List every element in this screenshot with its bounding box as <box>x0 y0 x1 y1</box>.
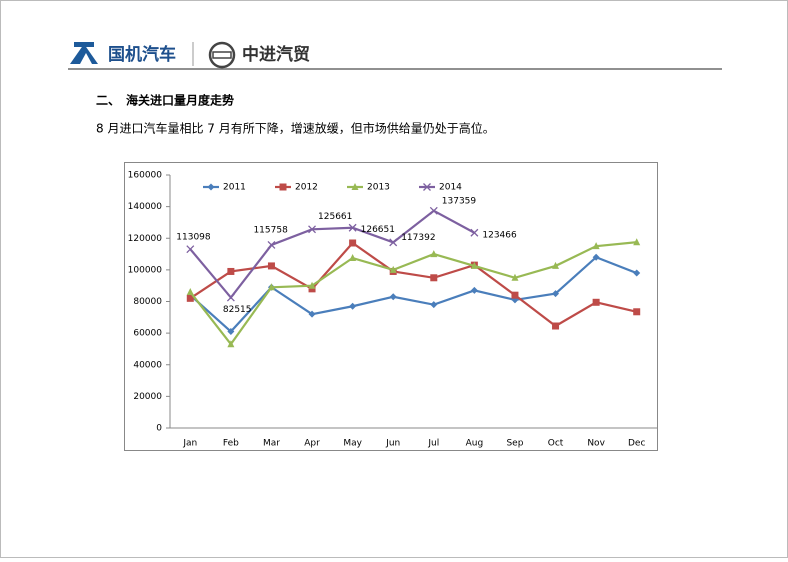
x-tick-label: Apr <box>304 439 320 449</box>
legend-label: 2011 <box>223 183 246 193</box>
marker <box>592 253 600 261</box>
marker <box>348 223 357 232</box>
y-tick-label: 20000 <box>133 392 162 402</box>
marker <box>227 328 235 336</box>
data-label: 113098 <box>176 233 211 243</box>
marker <box>349 254 357 262</box>
series-line <box>189 255 638 334</box>
marker <box>349 239 357 247</box>
marker <box>633 269 641 277</box>
y-tick-label: 60000 <box>133 329 162 339</box>
marker <box>186 294 194 302</box>
marker <box>511 291 519 299</box>
marker <box>552 290 560 298</box>
marker <box>429 206 438 215</box>
legend-label: 2012 <box>295 183 318 193</box>
marker <box>186 288 194 296</box>
x-tick-label: Nov <box>587 439 605 449</box>
marker <box>227 267 235 275</box>
marker <box>470 261 478 269</box>
logo-2 <box>208 41 236 69</box>
marker <box>186 245 195 254</box>
series-line <box>189 241 637 328</box>
marker <box>226 293 235 302</box>
marker <box>470 228 479 237</box>
x-tick-label: Dec <box>628 439 645 449</box>
marker <box>308 310 316 318</box>
data-label: 82515 <box>223 305 252 315</box>
marker <box>267 240 276 249</box>
marker <box>308 281 316 289</box>
section-title: 二、 海关进口量月度走势 <box>96 93 234 108</box>
marker <box>430 250 438 258</box>
y-tick-label: 140000 <box>128 202 163 212</box>
x-tick-label: Jul <box>427 439 439 449</box>
x-tick-label: Jun <box>385 439 400 449</box>
marker <box>633 238 641 246</box>
marker <box>592 242 600 250</box>
marker <box>267 283 275 291</box>
x-tick-label: Aug <box>466 439 484 449</box>
logo-1 <box>70 42 98 64</box>
marker <box>308 225 317 234</box>
x-tick-label: May <box>343 439 362 449</box>
marker <box>389 238 398 247</box>
marker <box>511 273 519 281</box>
marker <box>430 301 438 309</box>
chart-frame <box>124 162 658 451</box>
data-label: 115758 <box>253 225 288 235</box>
series-line <box>189 209 475 300</box>
marker <box>227 340 235 348</box>
marker <box>552 261 560 269</box>
x-tick-label: Oct <box>548 439 564 449</box>
marker <box>423 183 431 191</box>
x-tick-label: Jan <box>182 439 197 449</box>
brand-2: 中进汽贸 <box>242 44 310 65</box>
y-tick-label: 0 <box>156 424 162 434</box>
marker <box>592 298 600 306</box>
marker <box>267 262 275 270</box>
legend-label: 2014 <box>439 183 462 193</box>
marker <box>389 265 397 273</box>
paragraph: 8 月进口汽车量相比 7 月有所下降，增速放缓，但市场供给量仍处于高位。 <box>96 121 495 136</box>
marker <box>633 308 641 316</box>
x-tick-label: Mar <box>263 439 280 449</box>
data-label: 125661 <box>318 212 352 222</box>
x-tick-label: Feb <box>223 439 239 449</box>
marker <box>308 285 316 293</box>
marker <box>351 183 359 190</box>
marker <box>470 286 478 294</box>
marker <box>430 274 438 282</box>
y-tick-label: 120000 <box>128 234 163 244</box>
data-label: 117392 <box>401 233 435 243</box>
legend-label: 2013 <box>367 183 390 193</box>
y-tick-label: 40000 <box>133 360 162 370</box>
chart: 0 20000 40000 60000 80000 100000 120000 140000 1… <box>128 171 657 449</box>
brand-1: 国机汽车 <box>108 44 176 65</box>
marker <box>389 293 397 301</box>
y-tick-label: 160000 <box>128 171 163 181</box>
x-tick-label: Sep <box>506 439 523 449</box>
series-line <box>189 241 637 347</box>
data-label: 126651 <box>361 225 395 235</box>
marker <box>279 183 287 191</box>
marker <box>552 322 560 330</box>
marker <box>207 183 215 191</box>
y-tick-label: 100000 <box>128 265 163 275</box>
y-tick-label: 80000 <box>133 297 162 307</box>
data-label: 123466 <box>482 230 517 240</box>
data-label: 137359 <box>442 196 477 206</box>
marker <box>349 302 357 310</box>
